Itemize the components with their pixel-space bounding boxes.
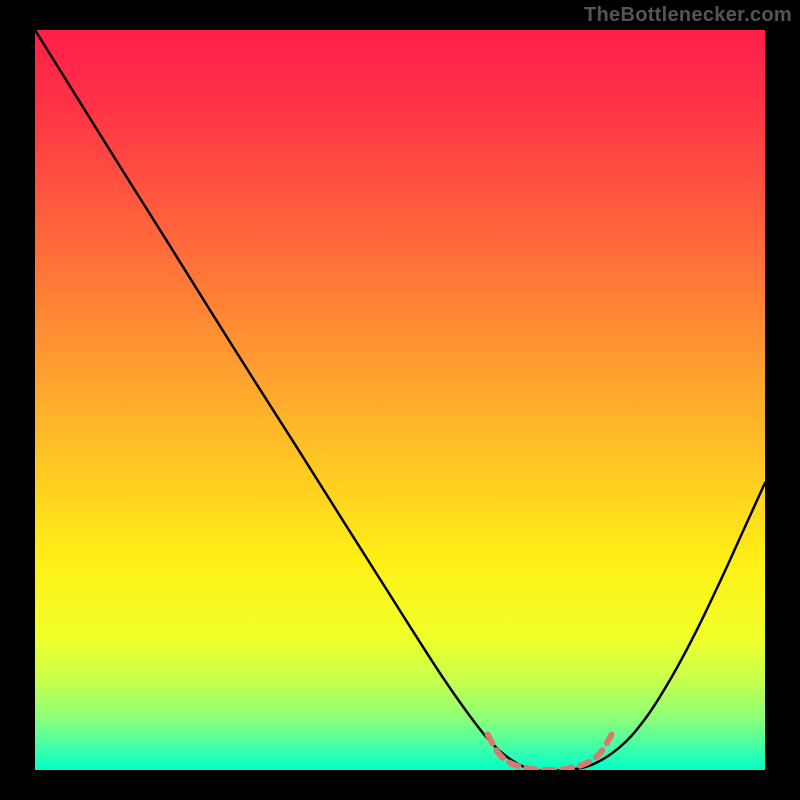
bottleneck-curve-chart bbox=[0, 0, 800, 800]
gradient-background bbox=[35, 30, 765, 770]
watermark-label: TheBottlenecker.com bbox=[584, 4, 792, 27]
